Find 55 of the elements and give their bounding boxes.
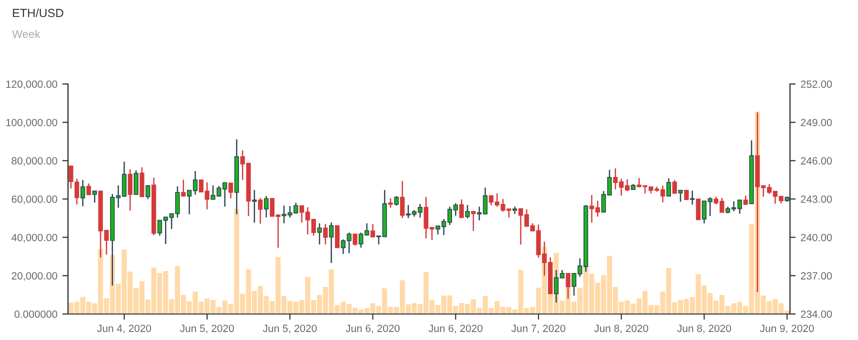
candlestick: [394, 195, 399, 206]
candlestick: [128, 168, 132, 212]
candlestick: [370, 223, 376, 238]
x-tick-label: Jun 5, 2020: [262, 324, 317, 334]
candlestick: [388, 198, 393, 208]
candlestick: [181, 179, 186, 198]
candlestick: [140, 166, 144, 198]
y2-tick-label: 243.00: [800, 196, 832, 203]
y-tick-label: 0.000000: [14, 310, 58, 318]
candlestick: [459, 198, 464, 219]
y-tick-label: 80,000.00: [12, 157, 58, 166]
candlestick: [400, 180, 405, 219]
candlestick: [228, 182, 234, 199]
candlestick: [329, 222, 334, 264]
candlestick: [465, 204, 470, 219]
chart-subtitle: Week: [12, 30, 40, 38]
candlestick: [134, 170, 138, 196]
y-tick-label: 120,000.00: [6, 80, 58, 90]
candlestick: [323, 223, 328, 245]
y2-tick-label: 234.00: [800, 310, 832, 318]
x-tick-label: Jun 5, 2020: [180, 324, 234, 334]
y-tick-label: 60,000.00: [12, 196, 58, 204]
x-tick-label: Jun 8, 2020: [677, 324, 732, 334]
y-tick-label: 100,000.00: [6, 118, 58, 128]
x-tick-label: Jun 8, 2020: [594, 324, 648, 334]
candlestick: [684, 190, 689, 200]
candlestick: [471, 210, 476, 232]
candlestick: [696, 198, 701, 220]
x-tick-label: Jun 6, 2020: [346, 324, 400, 334]
candlestick: [678, 190, 683, 202]
candlestick: [146, 184, 150, 200]
candlestick: [666, 178, 671, 197]
x-tick-label: Jun 9, 2020: [760, 324, 814, 334]
candlestick: [352, 233, 358, 246]
candlestick: [264, 195, 269, 218]
y-tick-label: 20,000.00: [12, 272, 58, 281]
x-tick-label: Jun 4, 2020: [97, 324, 152, 334]
candlestick: [672, 179, 677, 194]
y2-tick-label: 249.00: [800, 118, 832, 126]
chart-title: ETH/USD: [12, 8, 64, 18]
candlestick: [258, 197, 263, 224]
y2-tick-label: 237.00: [800, 272, 832, 280]
y2-tick-label: 246.00: [800, 157, 832, 165]
y2-tick-label: 240.00: [800, 234, 832, 242]
candlestick: [80, 179, 86, 207]
candlestick: [86, 182, 92, 196]
x-tick-label: Jun 6, 2020: [428, 324, 482, 334]
x-tick-label: Jun 7, 2020: [511, 324, 566, 334]
candlestick: [252, 189, 257, 224]
candlestick: [690, 190, 695, 206]
y-tick-label: 40,000.00: [11, 234, 58, 242]
candlestick: [334, 225, 340, 248]
candlestick: [92, 190, 97, 204]
y2-tick-label: 252.00: [800, 80, 832, 88]
candlestick: [317, 222, 322, 245]
